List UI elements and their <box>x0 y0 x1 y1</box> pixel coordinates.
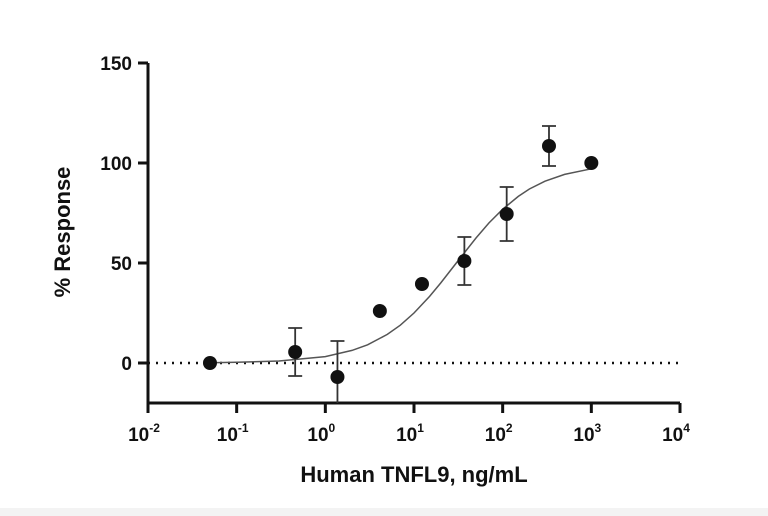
data-point <box>541 139 556 153</box>
x-tick-label: 101 <box>396 421 424 446</box>
x-tick-base: 10 <box>485 425 506 446</box>
x-tick-exponent: 0 <box>329 421 336 435</box>
fit-curve <box>209 168 592 364</box>
data-point <box>414 277 429 291</box>
bottom-band <box>0 508 768 516</box>
x-tick-base: 10 <box>217 425 238 446</box>
x-tick-exponent: 4 <box>683 421 690 435</box>
x-tick-exponent: -2 <box>149 421 160 435</box>
x-tick-label: 10-1 <box>217 421 249 446</box>
x-tick-label: 10-2 <box>128 421 160 446</box>
x-tick-label: 103 <box>573 421 601 446</box>
data-point <box>330 370 345 384</box>
x-tick-base: 10 <box>128 425 149 446</box>
y-tick-label: 50 <box>111 254 132 275</box>
x-axis-title: Human TNFL9, ng/mL <box>300 462 527 487</box>
x-tick-base: 10 <box>573 425 594 446</box>
x-tick-exponent: 2 <box>506 421 513 435</box>
x-tick-exponent: 1 <box>417 421 424 435</box>
x-tick-base: 10 <box>307 425 328 446</box>
x-tick-base: 10 <box>662 425 683 446</box>
x-tick-exponent: 3 <box>595 421 602 435</box>
y-axis-title: % Response <box>50 167 75 298</box>
data-point <box>584 156 599 170</box>
data-point <box>499 207 514 221</box>
data-point <box>202 356 217 370</box>
y-tick-label: 0 <box>121 354 132 375</box>
x-tick-exponent: -1 <box>238 421 249 435</box>
x-tick-base: 10 <box>396 425 417 446</box>
x-tick-label: 104 <box>662 421 690 446</box>
data-point <box>457 254 472 268</box>
data-point <box>288 345 303 359</box>
y-tick-label: 150 <box>100 54 132 75</box>
x-tick-label: 102 <box>485 421 513 446</box>
data-point <box>372 304 387 318</box>
x-tick-label: 100 <box>307 421 335 446</box>
y-tick-label: 100 <box>100 154 132 175</box>
